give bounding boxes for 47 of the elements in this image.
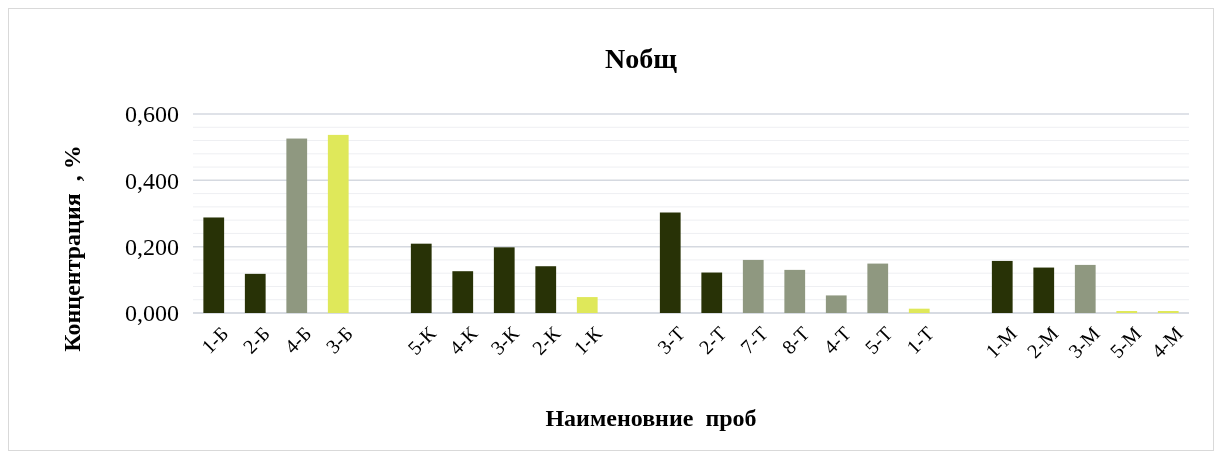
- x-tick-label: 1-М: [981, 322, 1022, 363]
- x-tick-label: 4-К: [444, 321, 482, 359]
- x-tick-label: 1-Б: [197, 322, 233, 358]
- bar: [1033, 267, 1055, 313]
- bar: [203, 217, 225, 313]
- x-tick-label: 2-К: [527, 321, 565, 359]
- bar: [244, 273, 266, 313]
- x-tick-label: 5-М: [1105, 322, 1146, 363]
- bar: [1074, 264, 1096, 313]
- x-tick-label: 3-М: [1064, 322, 1105, 363]
- y-tick-label: 0,600: [125, 101, 179, 128]
- bar: [867, 263, 889, 313]
- bar: [908, 308, 930, 313]
- x-tick-label: 3-Т: [652, 322, 689, 359]
- bar: [493, 247, 515, 313]
- x-tick-label: 3-Б: [321, 322, 357, 358]
- y-tick-label: 0,000: [125, 300, 179, 327]
- x-axis-title: Наименовние проб: [545, 405, 757, 431]
- y-tick-label: 0,400: [125, 167, 179, 194]
- bar: [410, 243, 432, 313]
- y-axis-title: Концентрация , %: [59, 145, 85, 352]
- x-tick-label: 4-Б: [280, 322, 316, 358]
- x-tick-label: 4-М: [1147, 322, 1188, 363]
- x-tick-label: 5-Т: [860, 322, 897, 359]
- bar: [825, 295, 847, 313]
- bar: [327, 134, 349, 313]
- bar: [701, 272, 723, 313]
- x-tick-label: 8-Т: [777, 322, 814, 359]
- x-tick-label: 2-Б: [238, 322, 274, 358]
- bar: [286, 138, 308, 313]
- bar: [991, 260, 1013, 313]
- x-tick-label: 7-Т: [735, 322, 772, 359]
- y-tick-label: 0,200: [125, 234, 179, 261]
- x-tick-label: 5-К: [403, 321, 441, 359]
- bar: [452, 271, 474, 313]
- bar: [742, 259, 764, 313]
- x-tick-label: 4-Т: [818, 322, 855, 359]
- x-tick-label: 1-Т: [901, 322, 938, 359]
- bar: [535, 266, 557, 313]
- bar: [784, 269, 806, 313]
- chart-title: Nобщ: [605, 43, 678, 74]
- x-tick-label: 1-К: [569, 321, 607, 359]
- x-tick-label: 2-М: [1022, 322, 1063, 363]
- x-tick-label: 3-К: [486, 321, 524, 359]
- bar: [576, 297, 598, 313]
- bar: [659, 212, 681, 313]
- x-tick-label: 2-Т: [694, 322, 731, 359]
